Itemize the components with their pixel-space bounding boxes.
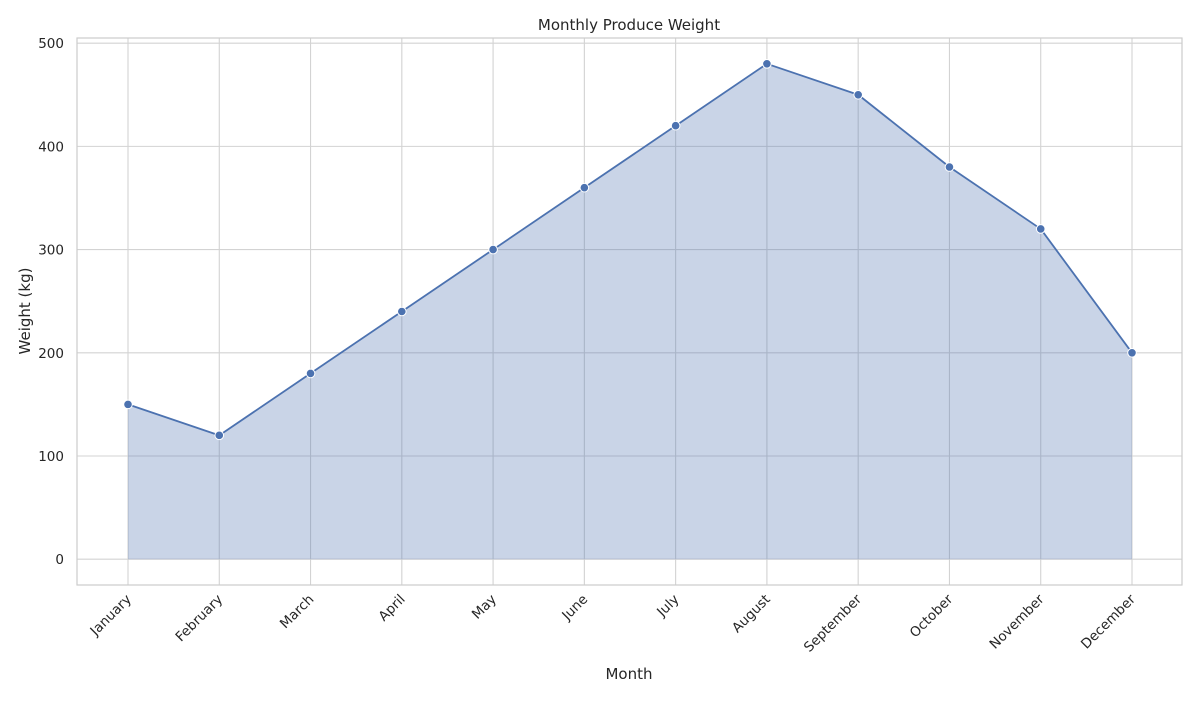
x-axis-label: Month bbox=[605, 665, 652, 683]
data-point bbox=[123, 399, 133, 410]
x-tick-label: July bbox=[653, 592, 682, 621]
y-axis-ticks: 0 100 200 300 400 500 bbox=[38, 36, 64, 568]
x-tick-label: October bbox=[907, 591, 957, 641]
y-tick-label: 0 bbox=[55, 552, 64, 568]
area-fill bbox=[128, 63, 1132, 560]
chart-title: Monthly Produce Weight bbox=[538, 16, 720, 34]
x-tick-label: June bbox=[558, 592, 591, 625]
series-line bbox=[127, 62, 1133, 437]
data-point bbox=[397, 306, 407, 317]
x-tick-label: February bbox=[172, 592, 226, 646]
x-tick-label: September bbox=[801, 591, 865, 655]
y-tick-label: 500 bbox=[38, 36, 64, 52]
y-axis-label: Weight (kg) bbox=[16, 268, 34, 355]
y-tick-label: 200 bbox=[38, 346, 64, 362]
x-axis-ticks: January February March April May June July Augu… bbox=[87, 591, 1140, 655]
area-layer bbox=[127, 62, 1133, 560]
x-tick-label: November bbox=[987, 591, 1048, 652]
y-tick-label: 100 bbox=[38, 449, 64, 465]
x-tick-label: May bbox=[469, 592, 500, 623]
plot-frame bbox=[76, 37, 1183, 586]
x-tick-label: December bbox=[1078, 591, 1139, 652]
x-tick-label: April bbox=[376, 592, 409, 625]
data-point bbox=[853, 89, 863, 100]
data-point bbox=[670, 120, 681, 131]
data-points bbox=[123, 59, 1137, 441]
data-point bbox=[944, 162, 955, 172]
data-point bbox=[214, 430, 225, 441]
grid-lines bbox=[77, 38, 1182, 585]
x-tick-label: January bbox=[87, 592, 135, 640]
x-tick-label: March bbox=[277, 592, 317, 632]
data-point bbox=[305, 368, 316, 379]
data-point bbox=[762, 59, 772, 69]
y-tick-label: 300 bbox=[38, 243, 64, 259]
data-point bbox=[1127, 347, 1137, 358]
data-point bbox=[579, 182, 590, 193]
x-tick-label: August bbox=[729, 592, 774, 637]
data-point bbox=[1035, 224, 1046, 234]
y-tick-label: 400 bbox=[38, 139, 64, 155]
data-point bbox=[488, 244, 498, 255]
